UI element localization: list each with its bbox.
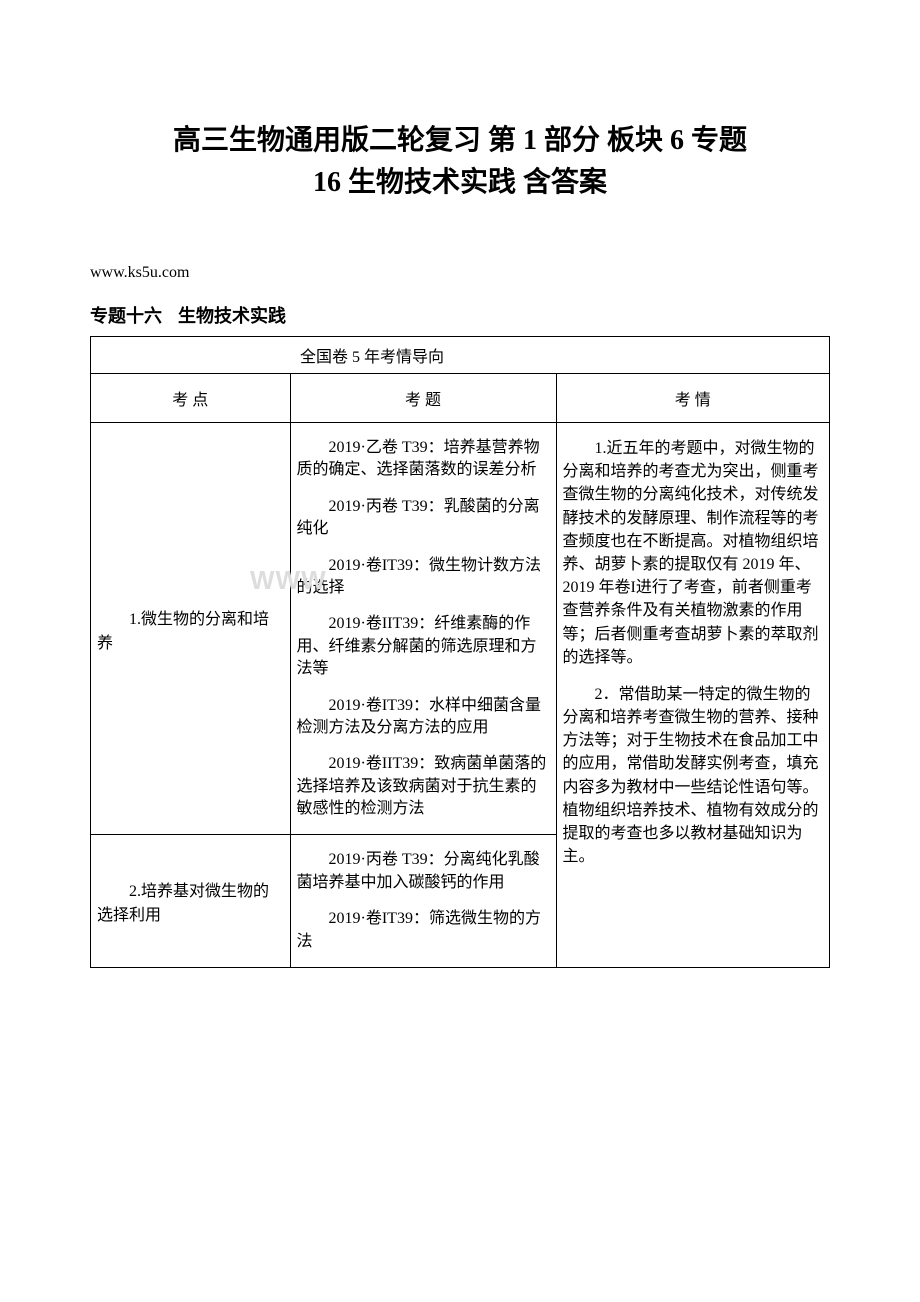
header-row: 考 点 考 题 考 情 <box>91 374 830 423</box>
topic-text-1: 1.微生物的分离和培养 <box>97 605 284 653</box>
analysis-paragraph: 2．常借助某一特定的微生物的分离和培养考查微生物的营养、接种方法等；对于生物技术… <box>563 683 823 869</box>
exam-guide-table: 全国卷 5 年考情导向 考 点 考 题 考 情 1.微生物的分离和培养 2019… <box>90 336 830 968</box>
document-title: 高三生物通用版二轮复习 第 1 部分 板块 6 专题 16 生物技术实践 含答案 <box>90 120 830 204</box>
question-item: 2019·卷IT39：微生物计数方法的选择 <box>297 555 550 600</box>
section-heading: 专题十六生物技术实践 <box>90 302 830 328</box>
document-page: 高三生物通用版二轮复习 第 1 部分 板块 6 专题 16 生物技术实践 含答案… <box>90 120 830 968</box>
analysis-cell: 1.近五年的考题中，对微生物的分离和培养的考查尤为突出，侧重考查微生物的分离纯化… <box>556 423 829 968</box>
source-url: www.ks5u.com <box>90 264 830 282</box>
caption-empty-cell <box>91 337 291 374</box>
title-line-2: 16 生物技术实践 含答案 <box>313 167 607 198</box>
question-item: 2019·乙卷 T39：培养基营养物质的确定、选择菌落数的误差分析 <box>297 437 550 482</box>
header-question: 考 题 <box>290 374 556 423</box>
section-main: 生物技术实践 <box>178 306 286 326</box>
section-prefix: 专题十六 <box>90 306 162 326</box>
topic-text-2: 2.培养基对微生物的选择利用 <box>97 877 284 925</box>
header-topic: 考 点 <box>91 374 291 423</box>
topic-cell-2: 2.培养基对微生物的选择利用 <box>91 835 291 968</box>
table-caption: 全国卷 5 年考情导向 <box>290 337 829 374</box>
question-item: 2019·卷IT39：筛选微生物的方法 <box>297 908 550 953</box>
header-analysis: 考 情 <box>556 374 829 423</box>
question-item: 2019·丙卷 T39：分离纯化乳酸菌培养基中加入碳酸钙的作用 <box>297 849 550 894</box>
question-item: 2019·丙卷 T39：乳酸菌的分离纯化 <box>297 496 550 541</box>
caption-row: 全国卷 5 年考情导向 <box>91 337 830 374</box>
question-item: 2019·卷IIT39：致病菌单菌落的选择培养及该致病菌对于抗生素的敏感性的检测… <box>297 753 550 820</box>
analysis-paragraph: 1.近五年的考题中，对微生物的分离和培养的考查尤为突出，侧重考查微生物的分离纯化… <box>563 437 823 669</box>
title-line-1: 高三生物通用版二轮复习 第 1 部分 板块 6 专题 <box>173 125 747 156</box>
questions-cell-2: 2019·丙卷 T39：分离纯化乳酸菌培养基中加入碳酸钙的作用 2019·卷IT… <box>290 835 556 968</box>
topic-cell-1: 1.微生物的分离和培养 <box>91 423 291 835</box>
table-row: 1.微生物的分离和培养 2019·乙卷 T39：培养基营养物质的确定、选择菌落数… <box>91 423 830 835</box>
question-item: 2019·卷IIT39：纤维素酶的作用、纤维素分解菌的筛选原理和方法等 <box>297 613 550 680</box>
questions-cell-1: 2019·乙卷 T39：培养基营养物质的确定、选择菌落数的误差分析 2019·丙… <box>290 423 556 835</box>
question-item: 2019·卷IT39：水样中细菌含量检测方法及分离方法的应用 <box>297 695 550 740</box>
